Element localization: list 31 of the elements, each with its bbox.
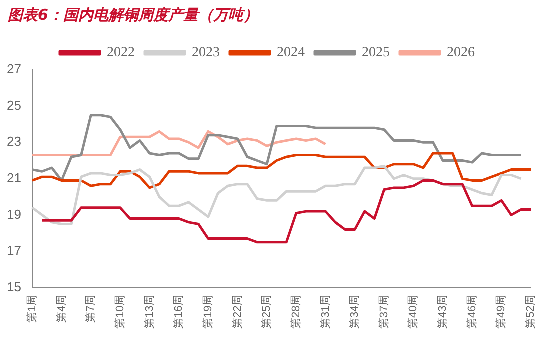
x-tick-label: 第1周: [26, 294, 38, 323]
legend-label: 2026: [447, 46, 475, 61]
x-tick-label: 第43周: [437, 294, 450, 330]
x-tick-label: 第49周: [496, 294, 508, 330]
x-tick-label: 第25周: [261, 294, 274, 330]
legend-label: 2025: [362, 46, 390, 61]
x-tick-label: 第22周: [232, 294, 244, 330]
y-tick-label: 27: [6, 62, 22, 77]
legend-label: 2023: [192, 46, 220, 61]
x-tick-label: 第37周: [378, 294, 390, 330]
y-tick-label: 15: [6, 279, 22, 294]
y-tick-label: 19: [6, 206, 22, 222]
x-tick-label: 第40周: [408, 294, 420, 330]
y-tick-label: 25: [6, 98, 22, 113]
x-tick-label: 第4周: [56, 294, 68, 323]
legend-label: 2024: [277, 46, 305, 61]
x-tick-label: 第16周: [173, 294, 186, 330]
x-tick-label: 第7周: [85, 294, 98, 323]
y-tick-label: 21: [6, 170, 22, 186]
chart-title: 图表6：国内电解铜周度产量（万吨）: [8, 6, 258, 25]
x-tick-label: 第34周: [349, 294, 362, 330]
legend-label: 2022: [107, 46, 135, 61]
y-tick-label: 23: [6, 134, 22, 150]
x-tick-label: 第10周: [114, 294, 126, 330]
x-tick-label: 第52周: [525, 294, 538, 330]
y-tick-label: 17: [6, 243, 22, 258]
x-tick-label: 第13周: [144, 294, 156, 330]
x-tick-label: 第31周: [320, 294, 332, 330]
x-tick-label: 第19周: [202, 294, 214, 330]
x-tick-label: 第46周: [466, 294, 478, 330]
x-tick-label: 第28周: [290, 294, 302, 330]
